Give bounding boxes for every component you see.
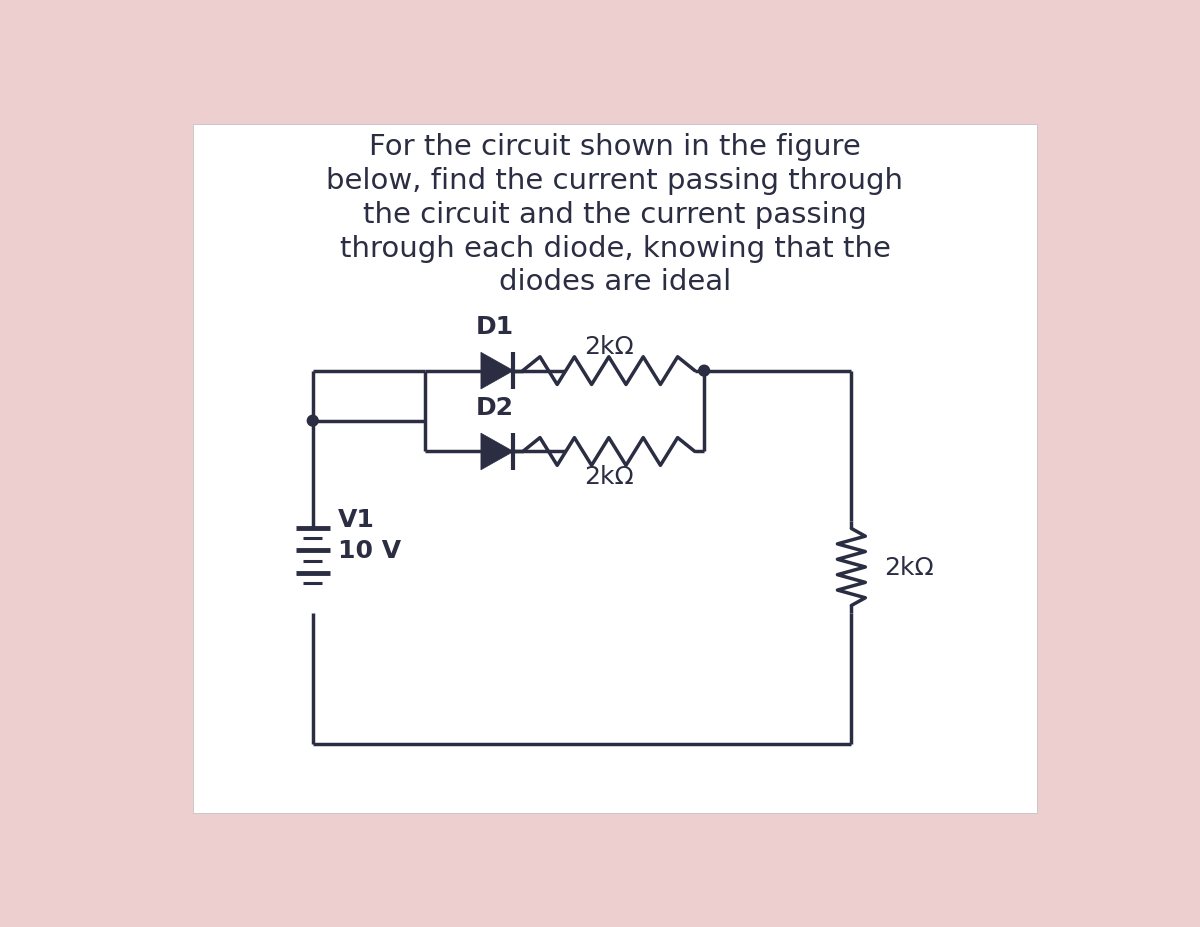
Polygon shape <box>481 353 514 389</box>
Text: below, find the current passing through: below, find the current passing through <box>326 167 904 195</box>
Text: V1: V1 <box>337 508 374 532</box>
Text: D1: D1 <box>476 315 514 339</box>
Text: For the circuit shown in the figure: For the circuit shown in the figure <box>370 133 860 160</box>
Circle shape <box>307 416 318 426</box>
Text: 2kΩ: 2kΩ <box>584 335 634 359</box>
Text: through each diode, knowing that the: through each diode, knowing that the <box>340 235 890 262</box>
Text: diodes are ideal: diodes are ideal <box>499 268 731 296</box>
Text: 10 V: 10 V <box>337 539 401 563</box>
Polygon shape <box>481 434 514 470</box>
Text: D2: D2 <box>476 396 514 420</box>
Text: 2kΩ: 2kΩ <box>584 464 634 489</box>
FancyBboxPatch shape <box>193 125 1037 814</box>
Text: 2kΩ: 2kΩ <box>884 555 934 579</box>
Circle shape <box>698 366 709 376</box>
Text: the circuit and the current passing: the circuit and the current passing <box>364 200 866 228</box>
